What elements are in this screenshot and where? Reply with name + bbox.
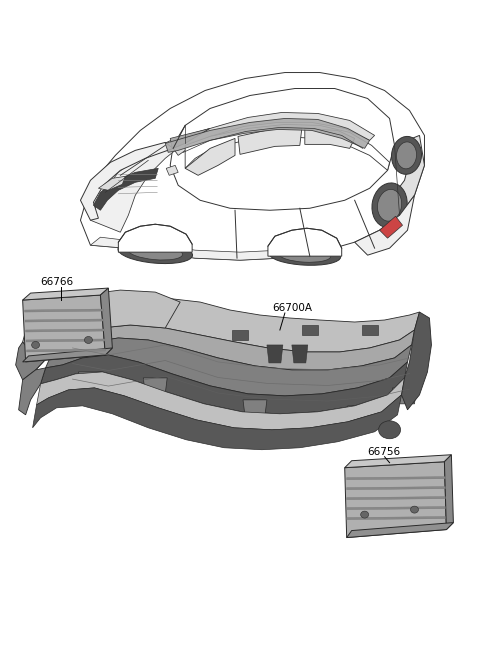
Polygon shape	[185, 138, 235, 175]
Ellipse shape	[128, 244, 182, 260]
Polygon shape	[292, 345, 308, 363]
Polygon shape	[81, 142, 173, 220]
Text: 66700A: 66700A	[272, 303, 312, 313]
Ellipse shape	[410, 506, 419, 513]
Polygon shape	[302, 325, 318, 335]
Polygon shape	[345, 455, 451, 468]
Polygon shape	[232, 330, 248, 340]
Polygon shape	[56, 298, 420, 352]
Polygon shape	[78, 372, 102, 388]
Text: 66756: 66756	[368, 447, 401, 457]
Polygon shape	[36, 372, 405, 430]
Polygon shape	[393, 388, 417, 404]
Polygon shape	[166, 165, 178, 175]
Text: 66766: 66766	[41, 277, 74, 287]
Polygon shape	[345, 462, 446, 537]
Polygon shape	[361, 325, 378, 335]
Polygon shape	[46, 338, 411, 396]
Polygon shape	[347, 516, 445, 520]
Polygon shape	[23, 290, 180, 352]
Polygon shape	[348, 406, 372, 422]
Polygon shape	[90, 237, 280, 260]
Polygon shape	[243, 400, 267, 416]
Polygon shape	[165, 119, 370, 152]
Polygon shape	[81, 73, 424, 260]
Polygon shape	[94, 169, 158, 211]
Polygon shape	[347, 497, 445, 500]
Ellipse shape	[84, 337, 93, 344]
Polygon shape	[355, 195, 415, 255]
Polygon shape	[144, 378, 167, 394]
Polygon shape	[23, 288, 108, 300]
Ellipse shape	[269, 245, 341, 265]
Ellipse shape	[279, 248, 331, 262]
Polygon shape	[380, 216, 403, 238]
Polygon shape	[170, 129, 210, 148]
Polygon shape	[23, 348, 112, 362]
Polygon shape	[268, 228, 342, 256]
Polygon shape	[25, 329, 104, 332]
Polygon shape	[90, 129, 210, 232]
Ellipse shape	[372, 183, 407, 228]
Polygon shape	[26, 349, 106, 352]
Polygon shape	[170, 89, 395, 211]
Ellipse shape	[118, 241, 192, 264]
Polygon shape	[16, 335, 56, 380]
Polygon shape	[33, 388, 402, 450]
Ellipse shape	[379, 420, 400, 439]
Polygon shape	[24, 309, 103, 312]
Ellipse shape	[377, 190, 402, 221]
Polygon shape	[41, 355, 408, 414]
Polygon shape	[25, 335, 56, 370]
Polygon shape	[402, 312, 432, 410]
Polygon shape	[23, 335, 78, 398]
Polygon shape	[347, 487, 445, 489]
Polygon shape	[267, 345, 283, 363]
Polygon shape	[444, 455, 454, 529]
Polygon shape	[185, 125, 390, 171]
Polygon shape	[52, 325, 415, 370]
Polygon shape	[305, 129, 355, 148]
Polygon shape	[238, 129, 302, 154]
Ellipse shape	[32, 342, 39, 348]
Polygon shape	[100, 288, 112, 355]
Polygon shape	[347, 506, 445, 510]
Ellipse shape	[396, 142, 417, 169]
Ellipse shape	[360, 511, 369, 518]
Polygon shape	[390, 135, 424, 215]
Polygon shape	[98, 176, 125, 190]
Polygon shape	[23, 295, 106, 362]
Polygon shape	[19, 368, 46, 415]
Polygon shape	[26, 339, 105, 342]
Polygon shape	[25, 319, 104, 322]
Ellipse shape	[392, 136, 421, 174]
Polygon shape	[173, 112, 374, 155]
Polygon shape	[347, 477, 445, 480]
Polygon shape	[119, 224, 192, 252]
Polygon shape	[347, 523, 454, 537]
